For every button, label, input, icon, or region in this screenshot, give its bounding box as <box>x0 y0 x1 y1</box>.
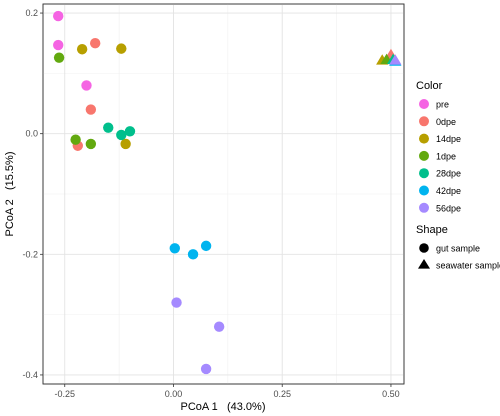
legend-color-swatch <box>419 168 429 179</box>
legend-color-label: 56dpe <box>436 203 461 213</box>
legend-color-label: 1dpe <box>436 151 456 161</box>
y-tick-label: 0.2 <box>25 8 38 18</box>
plot-panel-border <box>42 3 405 385</box>
x-tick-label: 0.50 <box>382 389 400 399</box>
legend-color-title: Color <box>416 80 443 92</box>
y-tick-label: -0.2 <box>22 249 38 259</box>
data-point-circle <box>53 39 64 51</box>
data-points <box>53 10 402 375</box>
data-point-circle <box>116 129 127 141</box>
data-point-circle <box>53 52 65 63</box>
y-axis-title: PCoA 2 (15.5%) <box>4 152 16 237</box>
data-point-circle <box>200 240 212 252</box>
legend-color-label: 28dpe <box>436 169 461 179</box>
data-point-circle <box>85 138 97 150</box>
legend-color-swatch <box>419 150 429 161</box>
legend-shape-title: Shape <box>416 224 448 236</box>
legend-shape-label: gut sample <box>436 244 480 254</box>
legend-color-label: 0dpe <box>436 117 456 127</box>
legend-color-swatch <box>419 185 429 196</box>
data-point-circle <box>213 321 225 332</box>
legend-color-label: pre <box>436 100 449 110</box>
legend-color-label: 42dpe <box>436 186 461 196</box>
y-tick-label: 0.0 <box>25 129 38 139</box>
legend-color-entries: pre 0dpe 14dpe 1dpe 28dpe 42dpe 56dpe <box>419 99 461 213</box>
data-point-circle <box>81 80 92 91</box>
legend-shape-label: seawater sample <box>436 261 500 271</box>
legend-shape-circle-icon <box>419 243 429 253</box>
legend-shape-triangle-icon <box>418 259 430 269</box>
legend-color-swatch <box>419 116 429 127</box>
grid-lines <box>43 4 404 384</box>
x-tick-label: -0.25 <box>54 389 75 399</box>
data-point-circle <box>187 249 199 260</box>
data-point-circle <box>169 243 180 254</box>
legend: Color pre 0dpe 14dpe 1dpe 28dpe 42dpe 56dpe Sh… <box>416 80 500 271</box>
axis-ticks: -0.25 0.00 0.25 0.50 0.2 0.0 -0.2 -0.4 <box>22 8 399 399</box>
data-point-circle <box>103 122 114 133</box>
x-tick-label: 0.00 <box>165 389 183 399</box>
x-tick-label: 0.25 <box>273 389 291 399</box>
data-point-circle <box>124 126 136 137</box>
data-point-circle <box>76 44 88 55</box>
legend-color-swatch <box>419 133 429 144</box>
data-point-circle <box>89 38 101 49</box>
data-point-circle <box>116 43 127 54</box>
data-point-circle <box>53 10 64 22</box>
x-axis-title: PCoA 1 (43.0%) <box>181 401 266 413</box>
data-point-circle <box>120 138 131 150</box>
data-point-circle <box>200 363 212 375</box>
legend-color-label: 14dpe <box>436 134 461 144</box>
legend-color-swatch <box>419 202 429 213</box>
data-point-circle <box>171 297 182 308</box>
data-point-circle <box>70 134 81 145</box>
y-tick-label: -0.4 <box>22 370 38 380</box>
legend-color-swatch <box>419 99 429 109</box>
data-point-triangle <box>389 54 402 65</box>
data-point-circle <box>85 104 97 115</box>
legend-shape-entries: gut sample seawater sample <box>418 243 500 271</box>
